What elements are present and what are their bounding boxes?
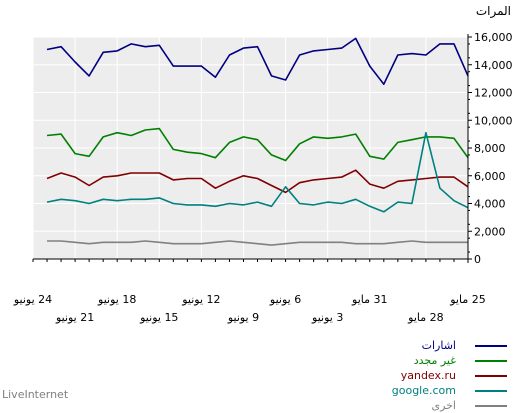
legend-item: yandex.ru xyxy=(384,368,509,383)
y-axis-label: المرات xyxy=(475,4,511,18)
legend-item: اشارات xyxy=(384,338,509,353)
legend-swatch xyxy=(475,405,507,407)
x-tick-label: 18 يونيو xyxy=(97,293,136,306)
series-line xyxy=(46,131,469,213)
grid-lines xyxy=(32,36,469,259)
legend-label: yandex.ru xyxy=(400,369,456,382)
y-tick-label: 4,000 xyxy=(474,198,506,211)
series-line xyxy=(46,127,469,162)
legend-swatch xyxy=(475,375,507,377)
series-line xyxy=(46,37,469,85)
legend-swatch xyxy=(475,345,507,347)
legend-item: غير مجدد xyxy=(384,353,509,368)
axes: 0 2,000 4,000 6,000 8,000 10,000 12,000 14,000 1… xyxy=(13,31,513,324)
x-tick-label: 28 مايو xyxy=(407,311,443,324)
legend-label: غير مجدد xyxy=(413,354,456,367)
series-lines xyxy=(46,37,469,246)
legend-item: اخرى xyxy=(384,398,509,413)
series-line xyxy=(46,169,469,194)
y-tick-label: 14,000 xyxy=(474,59,513,72)
x-tick-label: 6 يونيو xyxy=(269,293,301,306)
x-tick-label: 3 يونيو xyxy=(311,311,343,324)
legend-label: google.com xyxy=(391,384,456,397)
x-tick-label: 21 يونيو xyxy=(55,311,94,324)
y-tick-label: 0 xyxy=(474,253,481,266)
y-tick-label: 2,000 xyxy=(474,225,506,238)
legend-label: اخرى xyxy=(431,399,456,412)
x-tick-label: 25 مايو xyxy=(449,293,485,306)
legend: اشارات غير مجدد yandex.ru google.com اخرى xyxy=(384,338,509,413)
watermark: LiveInternet xyxy=(2,388,69,401)
x-tick-label: 31 مايو xyxy=(351,293,387,306)
series-line xyxy=(47,240,468,246)
y-tick-label: 6,000 xyxy=(474,170,506,183)
y-tick-label: 10,000 xyxy=(474,114,513,127)
legend-label: اشارات xyxy=(421,339,456,352)
x-tick-label: 24 يونيو xyxy=(13,293,52,306)
y-tick-label: 12,000 xyxy=(474,87,513,100)
x-tick-label: 12 يونيو xyxy=(181,293,220,306)
y-tick-label: 8,000 xyxy=(474,142,506,155)
legend-swatch xyxy=(475,360,507,362)
legend-swatch xyxy=(475,390,507,392)
x-tick-label: 15 يونيو xyxy=(139,311,178,324)
x-tick-label: 9 يونيو xyxy=(227,311,259,324)
y-tick-label: 16,000 xyxy=(474,31,513,44)
legend-item: google.com xyxy=(384,383,509,398)
